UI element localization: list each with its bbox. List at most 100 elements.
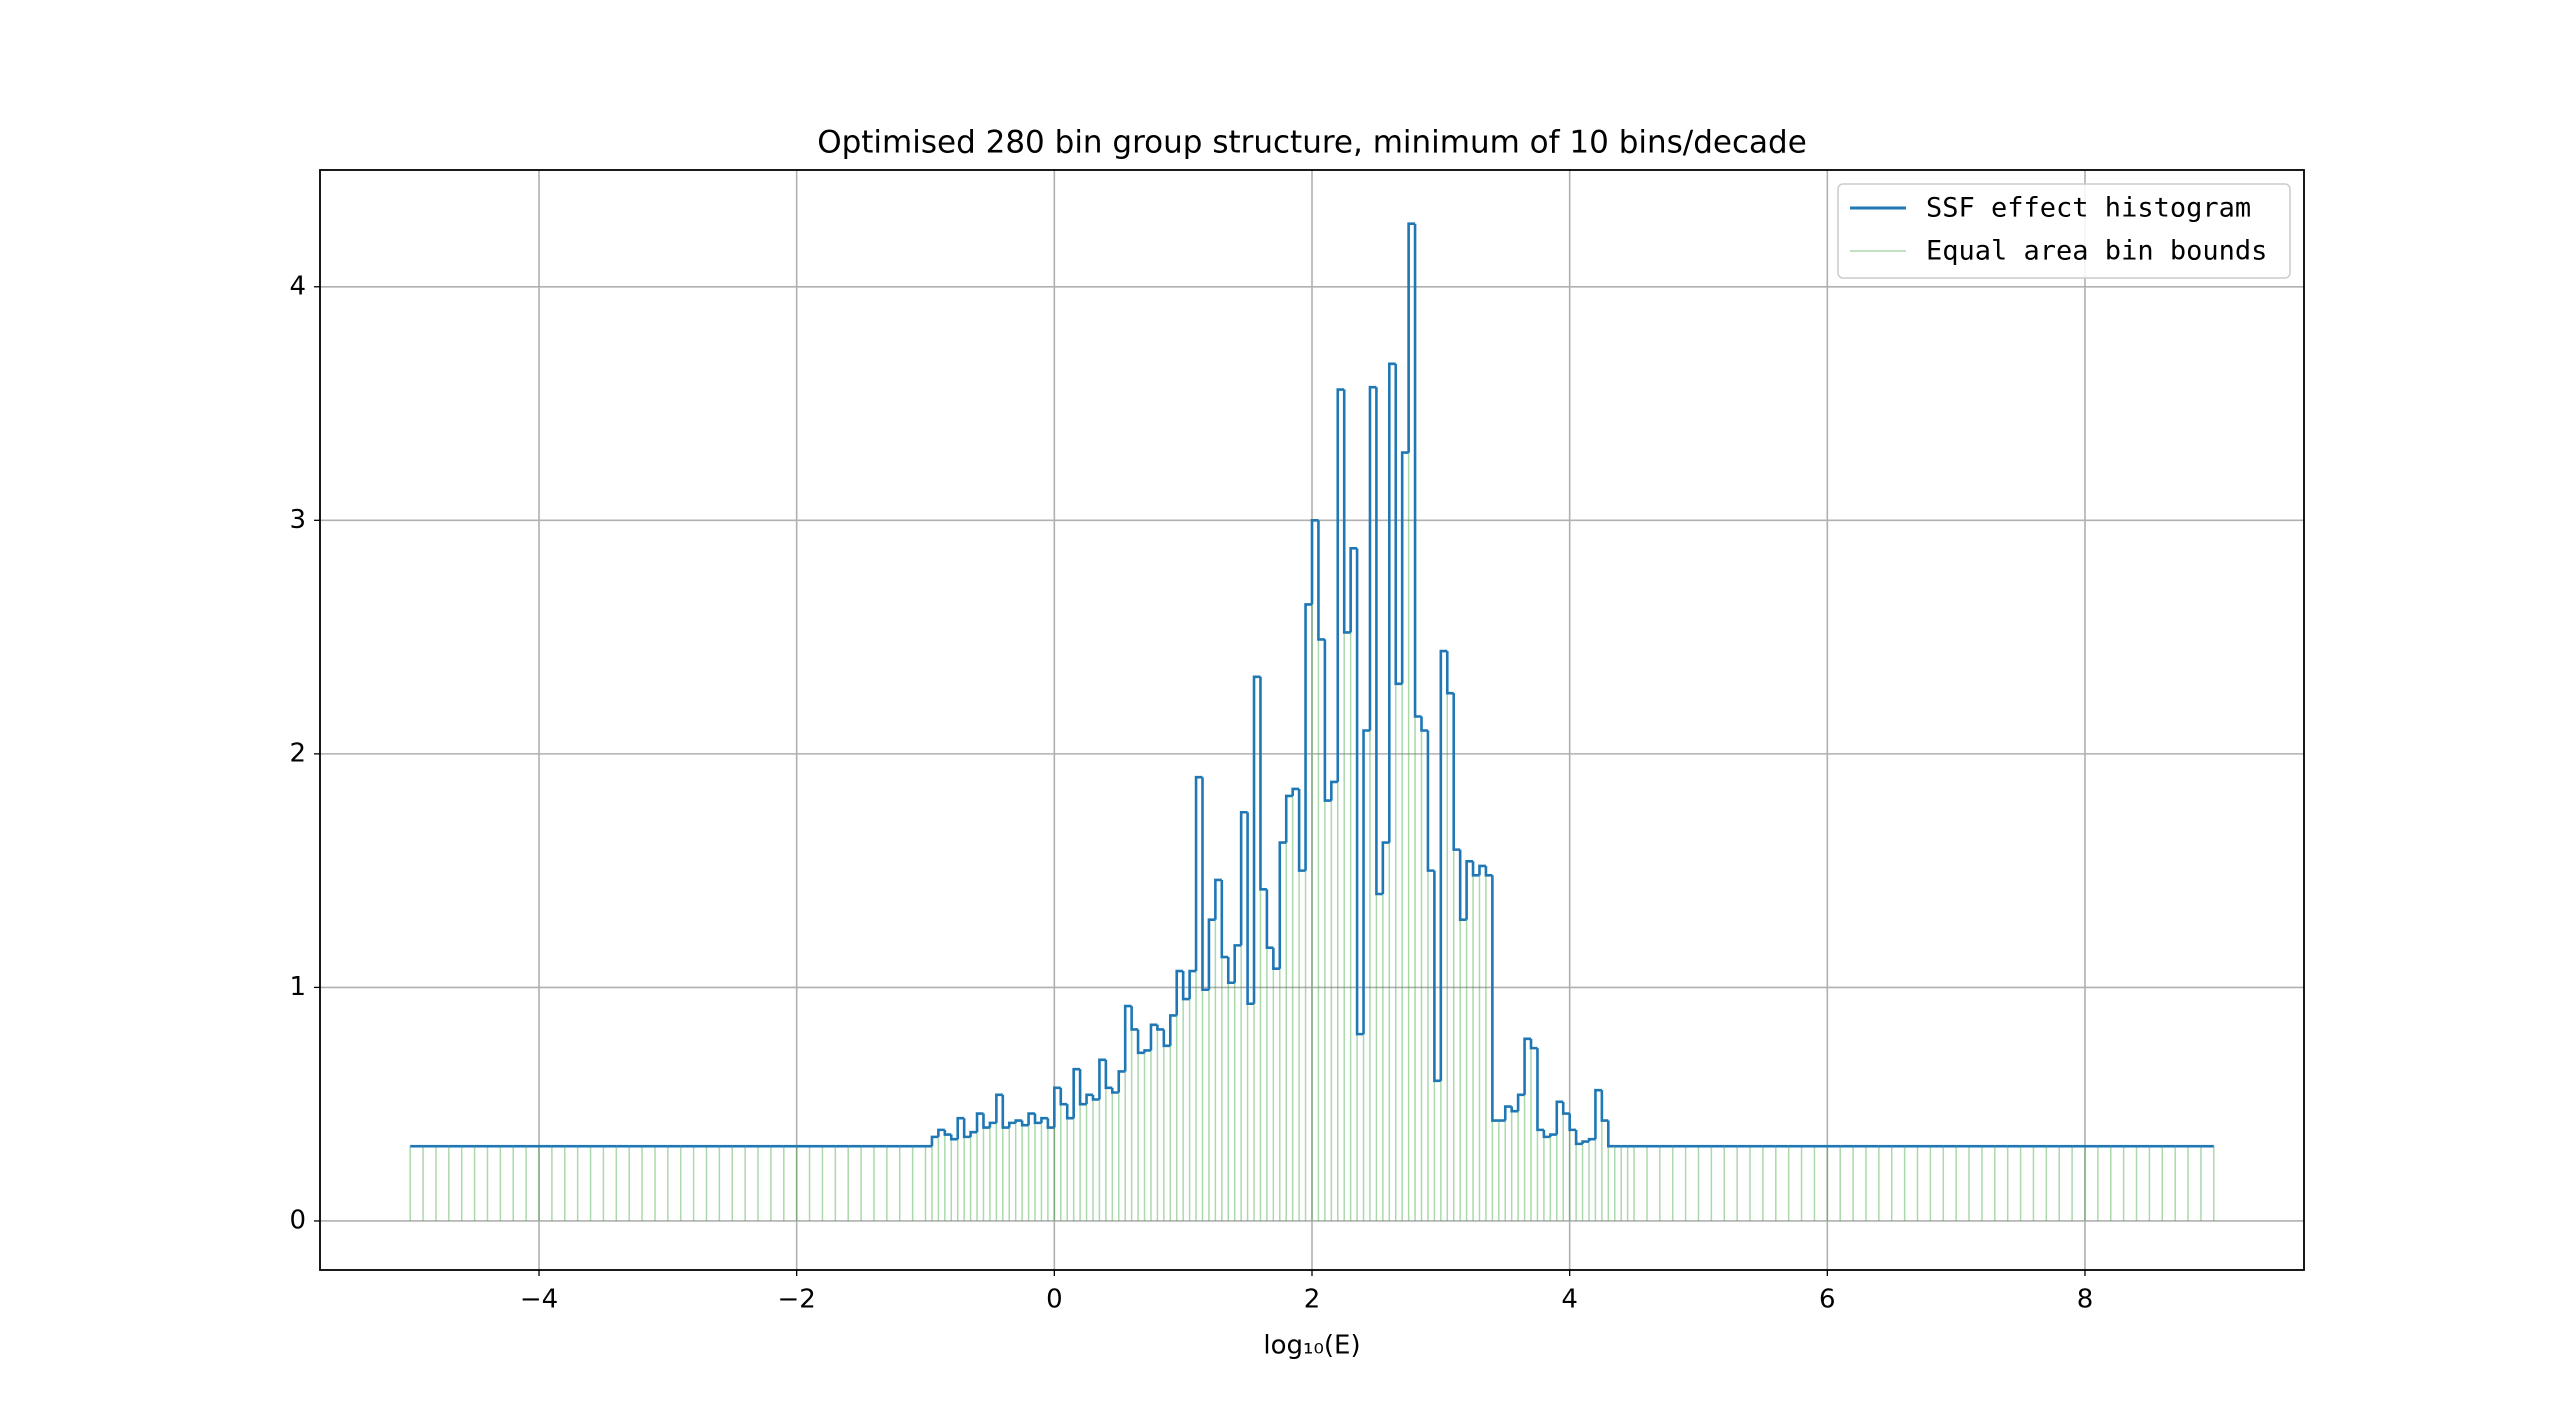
histogram-step bbox=[962, 1118, 971, 1139]
histogram-step bbox=[1355, 548, 1364, 1036]
x-axis-label: log₁₀(E) bbox=[1263, 1331, 1360, 1361]
histogram-step bbox=[1149, 1023, 1158, 1051]
histogram-step bbox=[1020, 1120, 1029, 1127]
histogram-step bbox=[1516, 1093, 1525, 1112]
histogram-step bbox=[1078, 1069, 1087, 1106]
x-tick-label: 2 bbox=[1304, 1285, 1321, 1315]
legend: SSF effect histogram Equal area bin bound… bbox=[1837, 183, 2291, 279]
histogram-step bbox=[1574, 1129, 1583, 1146]
histogram-step bbox=[1426, 730, 1435, 872]
histogram-step bbox=[1304, 603, 1312, 871]
histogram-step bbox=[1188, 969, 1197, 1000]
x-tick-label: 0 bbox=[1046, 1285, 1063, 1315]
histogram-step bbox=[930, 1135, 939, 1147]
histogram-step bbox=[937, 1128, 945, 1137]
histogram-step bbox=[949, 1134, 958, 1141]
histogram-step bbox=[1027, 1112, 1036, 1126]
chart-title: Optimised 280 bin group structure, minim… bbox=[817, 125, 1807, 161]
histogram-step bbox=[943, 1129, 952, 1136]
histogram-step bbox=[1342, 389, 1351, 634]
histogram-step bbox=[1111, 1087, 1119, 1094]
histogram-step bbox=[1317, 520, 1325, 641]
histogram-step bbox=[1362, 729, 1370, 1035]
histogram-step bbox=[1214, 878, 1222, 920]
histogram-step bbox=[1123, 1004, 1132, 1072]
histogram-step bbox=[1284, 794, 1293, 843]
histogram-step bbox=[1310, 519, 1319, 605]
histogram-step bbox=[1594, 1088, 1602, 1140]
histogram-step bbox=[1098, 1058, 1106, 1100]
legend-label: SSF effect histogram bbox=[1926, 193, 2251, 224]
histogram-step bbox=[1388, 362, 1396, 843]
histogram-step bbox=[1503, 1105, 1512, 1121]
histogram-step bbox=[1375, 387, 1383, 896]
histogram-step bbox=[1368, 385, 1377, 731]
histogram-step bbox=[1529, 1038, 1538, 1050]
histogram-step bbox=[1046, 1118, 1055, 1129]
histogram-step bbox=[1471, 861, 1480, 877]
y-tick-label: 3 bbox=[289, 505, 306, 535]
histogram-step bbox=[1439, 649, 1448, 1081]
histogram-step bbox=[1536, 1048, 1544, 1132]
histogram-step bbox=[1420, 716, 1428, 732]
histogram-step bbox=[1130, 1006, 1139, 1031]
histogram-step bbox=[1433, 870, 1441, 1083]
histogram-step bbox=[1072, 1067, 1081, 1119]
histogram-step bbox=[1445, 651, 1454, 695]
histogram-step bbox=[1220, 879, 1229, 959]
x-tick-label: 6 bbox=[1819, 1285, 1836, 1315]
histogram-step bbox=[1252, 675, 1261, 1004]
histogram-step bbox=[1478, 864, 1486, 876]
histogram-step bbox=[1549, 1133, 1557, 1137]
histogram-step bbox=[1297, 788, 1306, 872]
histogram-step bbox=[1491, 875, 1499, 1122]
histogram-step bbox=[1085, 1093, 1093, 1105]
histogram-step bbox=[1381, 841, 1390, 894]
histogram-step bbox=[1053, 1086, 1061, 1128]
histogram-step bbox=[1568, 1113, 1577, 1132]
legend-label: Equal area bin bounds bbox=[1926, 236, 2267, 267]
histogram-step bbox=[1452, 693, 1461, 851]
histogram-step bbox=[1136, 1029, 1145, 1055]
histogram-step bbox=[995, 1093, 1003, 1123]
histogram-step bbox=[975, 1112, 984, 1133]
histogram-step bbox=[1091, 1094, 1100, 1101]
histogram-step bbox=[1059, 1087, 1068, 1106]
histogram-step bbox=[1587, 1137, 1596, 1142]
histogram-step bbox=[1510, 1106, 1519, 1113]
x-tick-label: −4 bbox=[520, 1285, 558, 1315]
histogram-step bbox=[1330, 780, 1338, 801]
histogram-step bbox=[1407, 222, 1416, 453]
histogram-step bbox=[1523, 1037, 1532, 1095]
legend-box bbox=[1837, 183, 2291, 279]
histogram-step bbox=[1001, 1094, 1010, 1129]
histogram-step bbox=[1246, 812, 1255, 1006]
histogram-step bbox=[969, 1130, 978, 1137]
histogram-step bbox=[1555, 1100, 1564, 1135]
histogram-step bbox=[1117, 1070, 1126, 1093]
x-tick-label: 8 bbox=[2077, 1285, 2094, 1315]
histogram-step bbox=[1336, 388, 1345, 782]
histogram-step bbox=[1581, 1140, 1589, 1144]
histogram-step bbox=[1323, 639, 1332, 802]
y-tick-label: 0 bbox=[289, 1205, 306, 1235]
histogram-step bbox=[1394, 363, 1403, 686]
histogram-step bbox=[982, 1113, 990, 1129]
histogram-step bbox=[1265, 889, 1274, 950]
histogram-step bbox=[1272, 947, 1280, 971]
histogram-step bbox=[1465, 859, 1474, 920]
histogram-step bbox=[1175, 969, 1184, 1016]
histogram-step bbox=[1233, 944, 1242, 983]
x-tick-label: 4 bbox=[1561, 1285, 1578, 1315]
y-tick-label: 2 bbox=[289, 738, 306, 768]
x-tick-label: −2 bbox=[778, 1285, 816, 1315]
histogram-step bbox=[1561, 1101, 1570, 1115]
histogram-step bbox=[1458, 849, 1467, 921]
histogram-step bbox=[1007, 1121, 1016, 1128]
histogram-step bbox=[1484, 865, 1493, 877]
histogram-step bbox=[1542, 1129, 1551, 1139]
histogram-step bbox=[1400, 451, 1409, 684]
histogram-step bbox=[1014, 1119, 1023, 1123]
